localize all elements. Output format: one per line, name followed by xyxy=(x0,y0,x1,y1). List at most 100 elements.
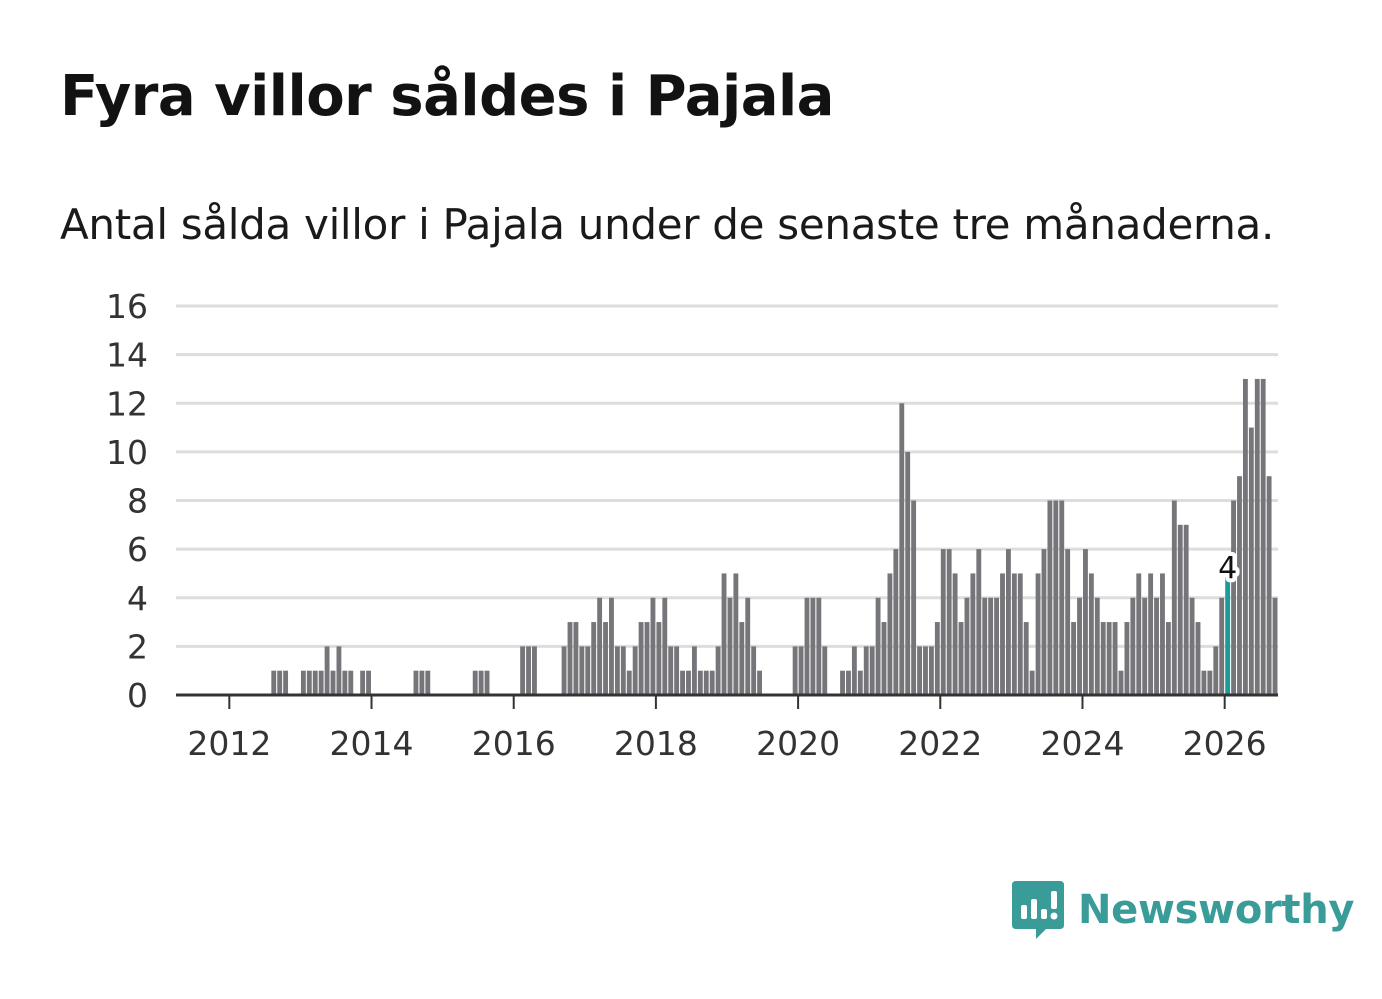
bar xyxy=(958,622,964,695)
bar xyxy=(644,622,650,695)
bar xyxy=(911,500,917,695)
bar xyxy=(857,670,863,695)
bar xyxy=(1231,500,1236,695)
bar xyxy=(1011,573,1017,695)
bar xyxy=(348,670,354,695)
bar xyxy=(1035,573,1041,695)
bar xyxy=(697,670,703,695)
bar xyxy=(727,597,733,695)
bar xyxy=(792,646,798,695)
bar xyxy=(946,549,952,695)
bar xyxy=(638,622,644,695)
bar xyxy=(1183,524,1189,695)
bar xyxy=(668,646,674,695)
bars xyxy=(271,378,1278,695)
bar xyxy=(940,549,946,695)
bar xyxy=(1195,622,1201,695)
bar xyxy=(585,646,591,695)
bar xyxy=(1266,476,1272,695)
brand-name: Newsworthy xyxy=(1078,887,1355,933)
bar xyxy=(1242,378,1248,695)
bar xyxy=(306,670,312,695)
bar xyxy=(330,670,336,695)
x-tick-label: 2012 xyxy=(187,724,271,763)
y-tick-label: 16 xyxy=(106,287,148,326)
bar xyxy=(614,646,620,695)
bar xyxy=(520,646,526,695)
bar xyxy=(869,646,875,695)
bar xyxy=(863,646,869,695)
bar xyxy=(300,670,306,695)
bar xyxy=(1201,670,1207,695)
x-tick-label: 2024 xyxy=(1040,724,1124,763)
bar xyxy=(1083,549,1088,695)
bar xyxy=(691,646,697,695)
bar xyxy=(1065,549,1071,695)
bar xyxy=(324,646,330,695)
bar xyxy=(1136,573,1142,695)
bar xyxy=(686,670,691,695)
y-tick-label: 4 xyxy=(127,579,148,618)
bar xyxy=(952,573,958,695)
bar xyxy=(976,549,982,695)
bar xyxy=(419,670,425,695)
bar xyxy=(964,597,970,695)
bar xyxy=(840,670,845,695)
bar xyxy=(1041,549,1047,695)
bar xyxy=(680,670,685,695)
bar xyxy=(1237,476,1242,695)
bar xyxy=(526,646,531,695)
bar xyxy=(1189,597,1195,695)
bar xyxy=(360,670,366,695)
x-tick-label: 2022 xyxy=(898,724,982,763)
y-axis-ticks: 0 2 4 6 8 10 12 14 16 xyxy=(106,287,148,715)
bar xyxy=(603,622,608,695)
bar xyxy=(905,451,911,695)
bar xyxy=(1100,622,1106,695)
y-tick-label: 0 xyxy=(127,676,148,715)
bar xyxy=(1207,670,1213,695)
bar xyxy=(1260,378,1266,695)
bar xyxy=(1118,670,1124,695)
bar xyxy=(1094,597,1100,695)
bar xyxy=(413,670,419,695)
bar xyxy=(721,573,727,695)
bar xyxy=(822,646,828,695)
bar xyxy=(532,646,537,695)
bar xyxy=(567,622,573,695)
bar xyxy=(1213,646,1219,695)
bar xyxy=(674,646,680,695)
bar xyxy=(283,670,289,695)
bar xyxy=(928,646,934,695)
bar xyxy=(1154,597,1159,695)
highlight-value-label: 4 xyxy=(1218,551,1237,586)
bar xyxy=(846,670,851,695)
bar xyxy=(620,646,626,695)
bar xyxy=(881,622,887,695)
bar xyxy=(851,646,857,695)
bar xyxy=(745,597,751,695)
bar xyxy=(875,597,881,695)
bar xyxy=(1177,524,1183,695)
bar xyxy=(650,597,656,695)
bar xyxy=(573,622,579,695)
bar xyxy=(751,646,757,695)
bar xyxy=(1106,622,1112,695)
bar xyxy=(1077,597,1082,695)
chart-title: Fyra villor såldes i Pajala xyxy=(60,64,834,129)
bar xyxy=(1219,597,1225,695)
y-tick-label: 2 xyxy=(127,627,148,666)
bar xyxy=(1017,573,1023,695)
bar xyxy=(887,573,893,695)
newsworthy-logo-icon xyxy=(1012,881,1064,939)
bar xyxy=(632,646,638,695)
bar xyxy=(318,670,324,695)
bar xyxy=(1171,500,1177,695)
bar xyxy=(917,646,922,695)
bar xyxy=(579,646,585,695)
bar xyxy=(733,573,739,695)
bar xyxy=(597,597,603,695)
bar xyxy=(472,670,478,695)
bar xyxy=(1148,573,1154,695)
